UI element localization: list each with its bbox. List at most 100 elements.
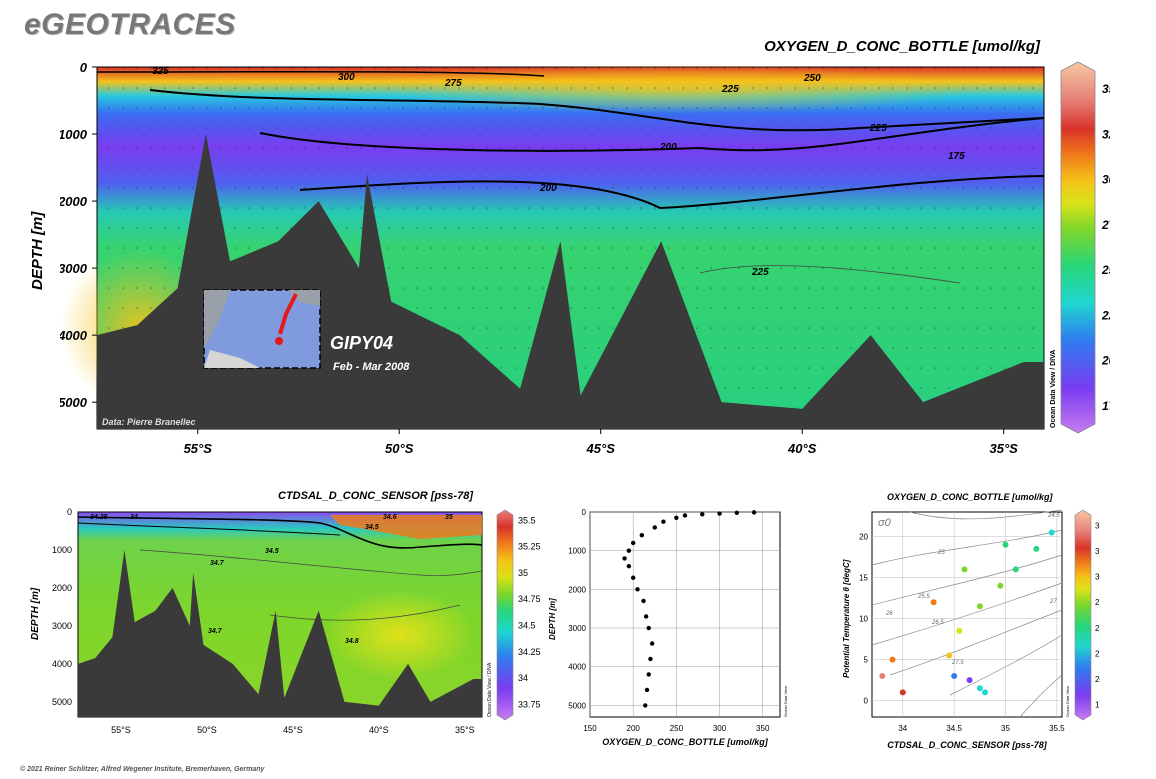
y-tick-label: 0 [864, 697, 869, 706]
bathymetry [78, 549, 482, 717]
isopycnal-label: 27 [1049, 599, 1057, 605]
colorbar-tick-label: 34.75 [518, 594, 541, 604]
data-point [674, 515, 679, 521]
y-tick-label: 0 [67, 507, 72, 517]
data-point [630, 575, 636, 580]
ts-x-axis-label: CTDSAL_D_CONC_SENSOR [pss-78] [887, 740, 1048, 750]
profile-x-axis-label: OXYGEN_D_CONC_BOTTLE [umol/kg] [602, 737, 769, 747]
ts-title: OXYGEN_D_CONC_BOTTLE [umol/kg] [887, 492, 1053, 502]
ts-colorbar [1074, 509, 1092, 721]
bathymetry [97, 134, 1044, 429]
data-point [630, 540, 636, 546]
data-point [661, 519, 666, 524]
y-tick-label: 0 [582, 508, 587, 517]
contour-label: 34.8 [345, 638, 359, 645]
x-tick-label: 55°S [184, 441, 213, 456]
data-point [879, 673, 886, 679]
colorbar-tick-label: 225 [1101, 308, 1110, 322]
isopycnal-label: 26 [885, 611, 893, 617]
colorbar-tick-label: 200 [1101, 354, 1110, 368]
contour-label: 275 [444, 78, 462, 89]
y-tick-label: 5000 [60, 395, 88, 410]
x-tick-label: 55°S [111, 725, 131, 735]
contour-label: 225 [721, 84, 739, 95]
data-point [981, 689, 988, 696]
contour-label: 325 [152, 66, 169, 77]
data-point [649, 641, 655, 646]
y-tick-label: 4000 [60, 328, 88, 343]
ts-plot: 24.5 25 25.5 26 26.5 27 27.5 σ0 0 5 10 15 20… [859, 509, 1100, 750]
data-point [644, 687, 650, 693]
y-tick-label: 5000 [52, 697, 72, 707]
brand-logo: eGEOTRACES [24, 8, 236, 41]
y-tick-label: 10 [859, 615, 868, 624]
data-point [997, 582, 1004, 589]
y-tick-label: 0 [80, 60, 88, 75]
salinity-title: CTDSAL_D_CONC_SENSOR [pss-78] [278, 490, 473, 502]
watermark: Ocean Data View [1065, 686, 1070, 717]
contour-label: 250 [803, 73, 821, 84]
watermark: Ocean Data View / DIVA [487, 662, 493, 717]
y-tick-label: 4000 [52, 659, 72, 669]
data-point [1012, 566, 1019, 573]
x-tick-label: 35 [1001, 724, 1010, 733]
y-tick-label: 3000 [568, 624, 586, 633]
contour-label: 225 [869, 123, 887, 134]
x-tick-label: 34 [898, 724, 907, 733]
y-tick-label: 4000 [568, 663, 586, 672]
x-tick-label: 250 [670, 724, 684, 733]
colorbar-tick-label: 350 [1102, 82, 1110, 96]
y-tick-label: 1000 [60, 127, 88, 142]
contour-label: 200 [659, 142, 677, 153]
x-tick-label: 50°S [197, 725, 217, 735]
watermark: Ocean Data View / DIVA [1050, 350, 1057, 428]
x-tick-label: 200 [627, 724, 641, 733]
data-point [717, 511, 722, 516]
data-point [930, 599, 937, 606]
x-tick-label: 40°S [369, 725, 389, 735]
salinity-colorbar [496, 509, 514, 721]
data-point [643, 614, 649, 619]
colorbar-tick-label: 35.25 [518, 542, 541, 552]
colorbar-tick-label: 34.25 [518, 647, 541, 657]
y-tick-label: 5000 [568, 701, 586, 710]
contour-label: 35 [445, 514, 453, 521]
colorbar-tick-label: 34.5 [518, 621, 536, 631]
x-tick-label: 35°S [990, 441, 1019, 456]
isopycnal-label: 24.5 [1047, 513, 1060, 519]
contour-label: 225 [751, 267, 769, 278]
x-tick-label: 150 [583, 724, 597, 733]
data-point [646, 672, 651, 677]
profile-y-axis-label: DEPTH [m] [548, 598, 557, 640]
data-credit: Data: Pierre Branellec [102, 417, 196, 427]
y-tick-label: 1000 [568, 547, 586, 556]
contour-label: 34.6 [383, 514, 397, 521]
contour-label: 34.7 [208, 628, 223, 635]
x-tick-label: 35.5 [1049, 724, 1065, 733]
data-point [639, 533, 645, 538]
oxygen-colorbar [1060, 61, 1096, 434]
isopycnal-label: 25 [937, 550, 945, 556]
y-tick-label: 3000 [60, 261, 88, 276]
contour-label: 34.5 [365, 524, 379, 531]
data-point [946, 652, 953, 659]
y-tick-label: 20 [859, 533, 868, 542]
x-tick-label: 45°S [283, 725, 303, 735]
data-point [734, 510, 740, 515]
data-point [622, 556, 627, 561]
colorbar-tick-label: 200 [1095, 675, 1100, 684]
contour-label: 200 [539, 183, 557, 194]
data-point [682, 513, 688, 518]
main-y-axis-label: DEPTH [m] [29, 211, 46, 290]
colorbar-tick-label: 325 [1095, 547, 1100, 556]
y-tick-label: 2000 [52, 583, 72, 593]
contour-label: 34.25 [90, 514, 108, 521]
data-point [652, 525, 657, 530]
main-chart-title: OXYGEN_D_CONC_BOTTLE [umol/kg] [764, 38, 1040, 55]
isopycnals [871, 509, 1063, 718]
data-point [976, 603, 983, 610]
data-point [951, 673, 958, 679]
colorbar-tick-label: 275 [1101, 218, 1110, 232]
x-tick-label: 50°S [385, 441, 414, 456]
colorbar-tick-label: 250 [1095, 624, 1100, 633]
